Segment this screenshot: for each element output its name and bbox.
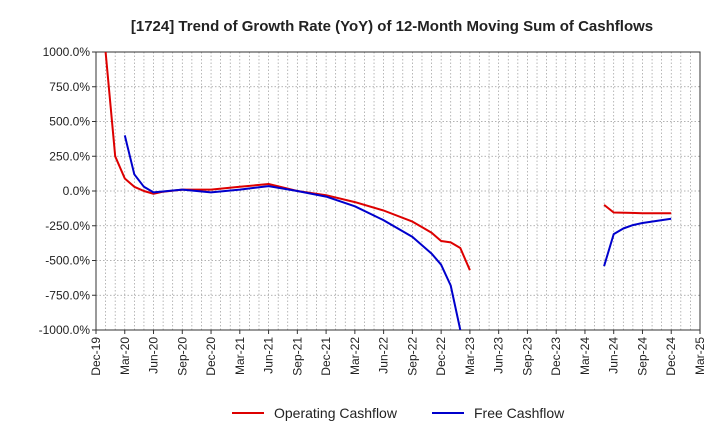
x-tick-label: Sep-23 bbox=[520, 337, 534, 376]
x-tick-label: Sep-24 bbox=[635, 337, 649, 376]
series-line bbox=[603, 217, 672, 267]
y-tick-label: -250.0% bbox=[45, 219, 90, 233]
x-tick-label: Sep-21 bbox=[290, 337, 304, 376]
x-tick-label: Jun-23 bbox=[492, 337, 506, 374]
y-tick-label: 500.0% bbox=[49, 115, 90, 129]
y-tick-label: 1000.0% bbox=[43, 45, 91, 59]
x-axis: Dec-19 Mar-20 Jun-20 Sep-20 Dec-20 Mar-21 Jun-… bbox=[89, 330, 707, 376]
x-tick-label: Mar-25 bbox=[693, 337, 707, 375]
series-line bbox=[123, 135, 462, 330]
x-tick-label: Jun-22 bbox=[377, 337, 391, 374]
x-tick-label: Dec-23 bbox=[549, 337, 563, 376]
x-tick-label: Mar-24 bbox=[578, 337, 592, 375]
y-tick-label: 750.0% bbox=[49, 80, 90, 94]
x-tick-label: Sep-22 bbox=[405, 337, 419, 376]
x-tick-label: Dec-24 bbox=[664, 337, 678, 376]
series-0 bbox=[104, 52, 672, 271]
x-tick-label: Jun-20 bbox=[147, 337, 161, 374]
y-tick-label: -750.0% bbox=[45, 288, 90, 302]
y-axis: 1000.0% 750.0% 500.0% 250.0% 0.0% -250.0% -500… bbox=[39, 45, 96, 337]
chart-title: [1724] Trend of Growth Rate (YoY) of 12-… bbox=[131, 18, 653, 35]
series-layer bbox=[104, 52, 672, 330]
x-tick-label: Dec-21 bbox=[319, 337, 333, 376]
series-line bbox=[603, 204, 672, 215]
x-tick-label: Dec-20 bbox=[204, 337, 218, 376]
y-tick-label: -1000.0% bbox=[39, 323, 91, 337]
x-tick-label: Dec-22 bbox=[434, 337, 448, 376]
y-tick-label: 250.0% bbox=[49, 149, 90, 163]
x-tick-label: Jun-24 bbox=[607, 337, 621, 374]
x-tick-label: Sep-20 bbox=[175, 337, 189, 376]
x-tick-label: Mar-21 bbox=[233, 337, 247, 375]
x-tick-label: Dec-19 bbox=[89, 337, 103, 376]
x-tick-label: Mar-22 bbox=[348, 337, 362, 375]
y-tick-label: 0.0% bbox=[63, 184, 91, 198]
x-tick-label: Jun-21 bbox=[262, 337, 276, 374]
x-tick-label: Mar-20 bbox=[118, 337, 132, 375]
x-tick-label: Mar-23 bbox=[463, 337, 477, 375]
series-1 bbox=[123, 135, 672, 330]
legend-label: Operating Cashflow bbox=[274, 405, 398, 421]
legend: Operating Cashflow Free Cashflow bbox=[232, 405, 565, 421]
legend-label: Free Cashflow bbox=[474, 405, 565, 421]
series-line bbox=[104, 52, 471, 271]
y-tick-label: -500.0% bbox=[45, 254, 90, 268]
